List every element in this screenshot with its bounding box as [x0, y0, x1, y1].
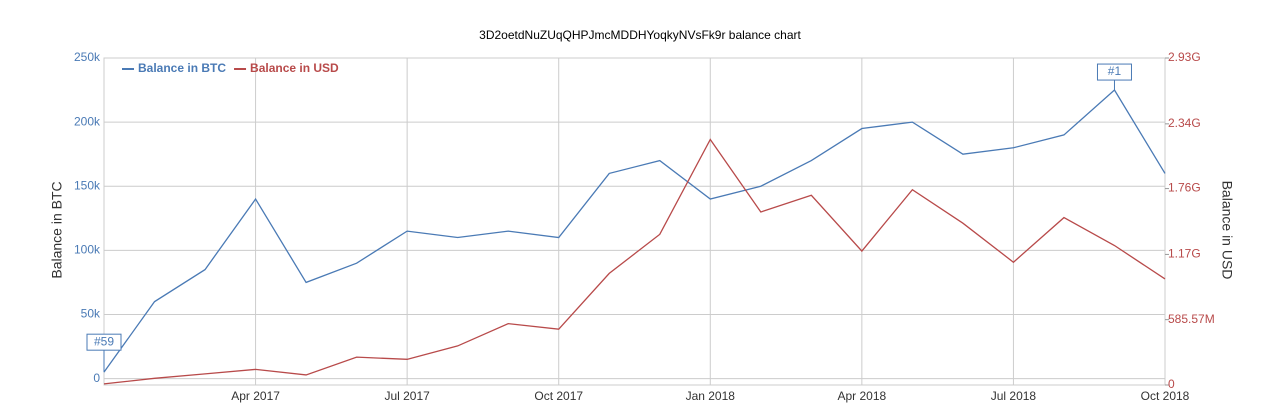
- y-tick-label: 250k: [74, 50, 101, 64]
- annotation-label: #59: [94, 334, 114, 348]
- x-tick-label: Apr 2017: [231, 389, 280, 403]
- x-tick-label: Jan 2018: [686, 389, 736, 403]
- y-tick-label: 100k: [74, 243, 101, 257]
- y2-tick-label: 2.34G: [1168, 116, 1201, 130]
- legend-label: Balance in BTC: [138, 61, 226, 75]
- x-tick-label: Jul 2018: [991, 389, 1037, 403]
- x-tick-label: Jul 2017: [384, 389, 430, 403]
- y2-tick-label: 1.76G: [1168, 181, 1201, 195]
- annotation-box: [86, 333, 122, 351]
- y-tick-label: 0: [93, 371, 100, 385]
- y-tick-label: 150k: [74, 178, 101, 192]
- y2-tick-label: 0: [1168, 377, 1175, 391]
- annotation-box: [1096, 63, 1132, 81]
- y-axis-label: Balance in BTC: [49, 181, 65, 278]
- annotation-label: #1: [1108, 64, 1122, 78]
- y2-tick-label: 585.57M: [1168, 312, 1215, 326]
- series-line: [103, 89, 1166, 373]
- x-tick-label: Apr 2018: [838, 389, 887, 403]
- y2-axis-label: Balance in USD: [1219, 181, 1235, 280]
- y2-tick-label: 1.17G: [1168, 247, 1201, 261]
- x-tick-label: Oct 2018: [1141, 389, 1190, 403]
- y-tick-label: 200k: [74, 114, 101, 128]
- plot-area: [103, 57, 1166, 386]
- chart-title: 3D2oetdNuZUqQHPJmcMDDHYoqkyNVsFk9r balan…: [479, 28, 801, 42]
- legend-label: Balance in USD: [250, 61, 339, 75]
- series-line: [103, 138, 1166, 385]
- x-tick-label: Oct 2017: [534, 389, 583, 403]
- y-tick-label: 50k: [81, 307, 101, 321]
- y2-tick-label: 2.93G: [1168, 50, 1201, 64]
